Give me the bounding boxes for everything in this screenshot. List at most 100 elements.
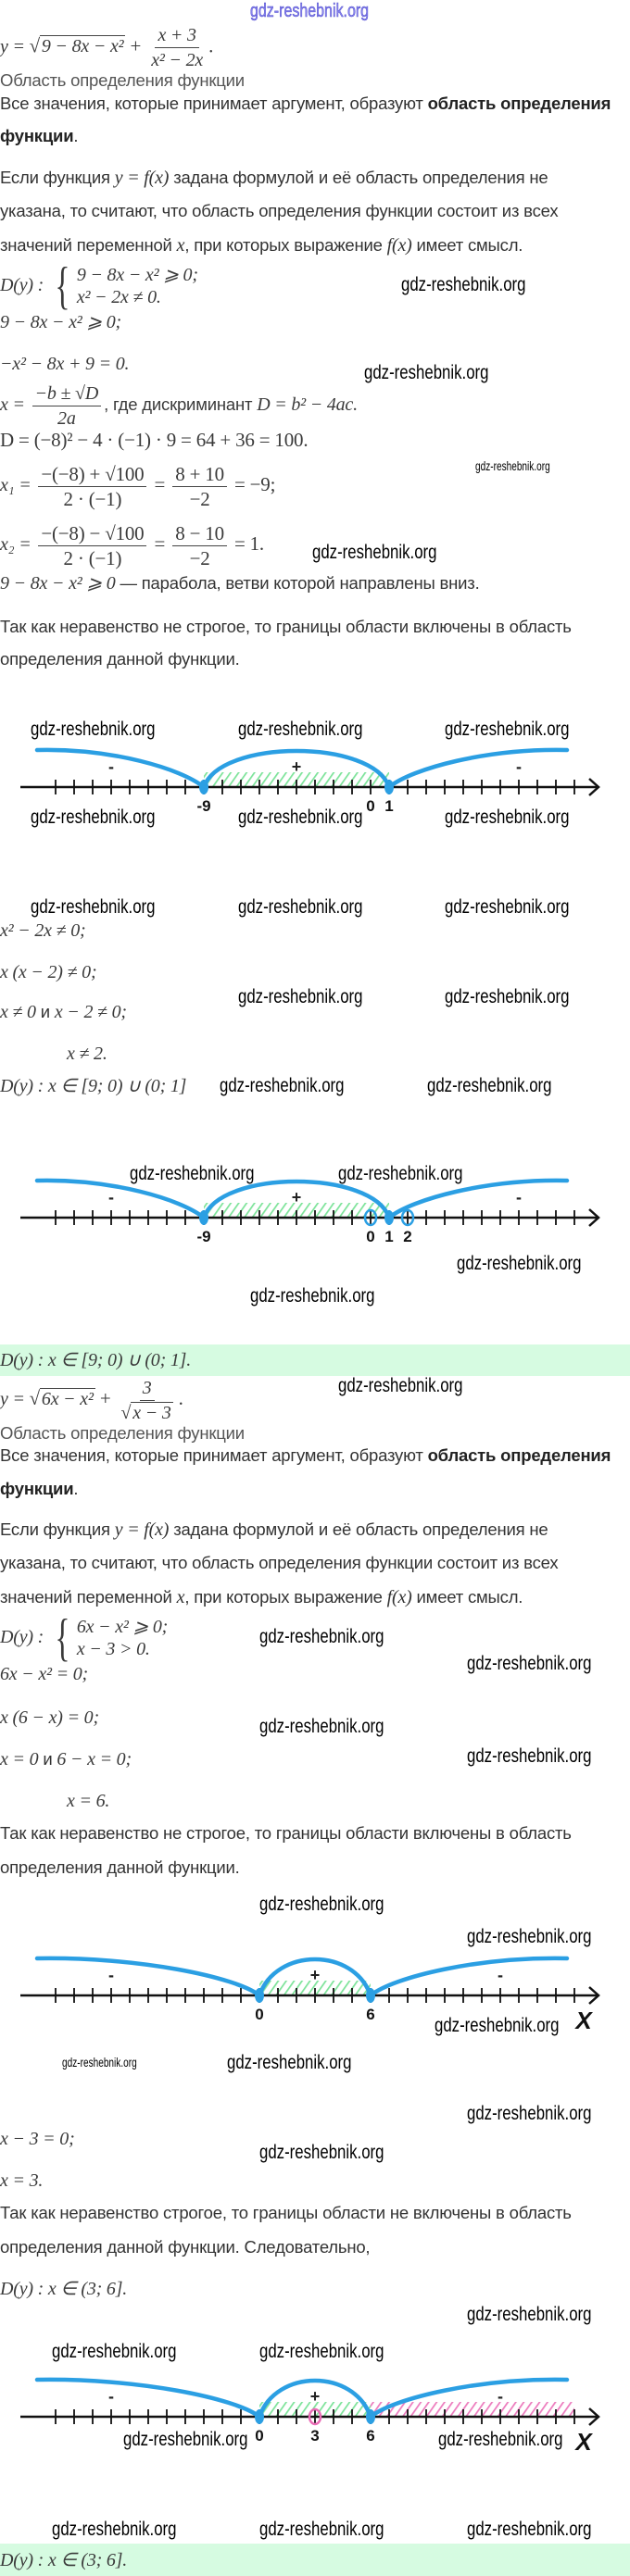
domain-result: D(y) : x ∈ (3; 6]. <box>0 2279 128 2299</box>
watermark: gdz-reshebnik.org <box>259 2341 384 2362</box>
watermark: gdz-reshebnik.org <box>401 274 526 295</box>
math: y = f(x) <box>114 168 170 188</box>
nonstrict-line1: Так как неравенство не строгое, то грани… <box>0 617 572 636</box>
number-line-1: - + - -9 0 1 <box>20 747 600 815</box>
sign-label: - <box>108 1966 114 1984</box>
watermark: gdz-reshebnik.org <box>445 896 570 918</box>
axis-arrow-icon <box>588 1208 600 1227</box>
text: имеет смысл. <box>411 1587 523 1607</box>
parabola-note: 9 − 8x − x² ⩾ 0 — парабола, ветви которо… <box>0 573 480 594</box>
watermark: gdz-reshebnik.org <box>220 1075 345 1096</box>
math: y = f(x) <box>114 1519 170 1540</box>
step: x² − 2x ≠ 0; <box>0 920 86 941</box>
root-x1: x₁ = −(−8) + √100 2 · (−1) = 8 + 10 −2 = −… <box>0 460 276 510</box>
watermark: gdz-reshebnik.org <box>52 2519 177 2540</box>
answer-2: D(y) : x ∈ (3; 6]. <box>0 2550 128 2570</box>
filled-point <box>366 2409 375 2424</box>
step: 6x − x² = 0; <box>0 1664 89 1684</box>
watermark: gdz-reshebnik.org <box>467 1745 592 1767</box>
sign-label: + <box>310 1966 321 1984</box>
plus: + <box>94 1387 116 1409</box>
watermark: gdz-reshebnik.org <box>227 2052 352 2073</box>
radicand: 6x − x² <box>39 1388 95 1409</box>
watermark: gdz-reshebnik.org <box>467 2519 592 2540</box>
radicand: x − 3 <box>131 1401 173 1423</box>
strict-line1: Так как неравенство строгое, то границы … <box>0 2203 572 2222</box>
tick-label: 6 <box>366 2006 374 2023</box>
system-row: 6x − x² ⩾ 0; <box>76 1617 169 1638</box>
watermark: gdz-reshebnik.org <box>250 1285 375 1307</box>
number-line-4: - + - 0 3 6 X <box>20 2377 600 2452</box>
numerator: x + 3 <box>155 25 199 48</box>
sign-label: + <box>292 1188 302 1207</box>
watermark: gdz-reshebnik.org <box>62 2055 137 2070</box>
bold-term: функции <box>0 126 74 145</box>
fn-lhs: y = <box>0 1389 30 1409</box>
math: 9 − 8x − x² ⩾ 0 <box>0 573 116 594</box>
math: f(x) <box>386 235 412 256</box>
math: = −9; <box>229 473 276 495</box>
text: и <box>38 1749 57 1769</box>
bold-term: область определения <box>427 94 611 113</box>
watermark: gdz-reshebnik.org <box>445 807 570 828</box>
filled-point <box>199 780 208 794</box>
p2-function: y = √ 6x − x² + 3 √ x − 3. <box>0 1376 183 1423</box>
text: , при которых выражение <box>184 235 387 255</box>
math: = <box>149 473 170 495</box>
numerator: −(−8) − √100 <box>38 523 147 546</box>
nonstrict-line1: Так как неравенство не строгое, то грани… <box>0 1823 572 1843</box>
root-x2: x₂ = −(−8) − √100 2 · (−1) = 8 − 10 −2 = 1… <box>0 519 264 569</box>
sign-label: + <box>292 757 302 776</box>
sign-label: - <box>516 757 522 776</box>
watermark: gdz-reshebnik.org <box>238 986 363 1007</box>
step: x ≠ 0 и x − 2 ≠ 0; <box>0 1002 127 1022</box>
brace-icon: { <box>55 257 70 316</box>
math: = 1. <box>229 532 264 555</box>
watermark: gdz-reshebnik.org <box>238 896 363 918</box>
denominator: −2 <box>189 487 210 510</box>
bold-term: функции <box>0 1479 74 1498</box>
definition-line1: Все значения, которые принимает аргумент… <box>0 1445 611 1466</box>
math: 6 − x = 0; <box>57 1749 132 1769</box>
step: x = 0 и 6 − x = 0; <box>0 1749 132 1769</box>
rule-line1: Если функция y = f(x) задана формулой и … <box>0 1519 548 1540</box>
bold-term: область определения <box>427 1445 611 1465</box>
math: D = b² − 4ac. <box>257 394 358 415</box>
text: . <box>73 1479 79 1498</box>
sign-curve <box>34 1956 570 1998</box>
denominator: 2a <box>57 407 76 429</box>
text: Если функция <box>0 1519 115 1539</box>
sign-label: - <box>108 2387 114 2406</box>
denominator: −2 <box>189 546 210 569</box>
sign-label: - <box>108 757 114 776</box>
text: задана формулой и её область определения… <box>169 1519 548 1539</box>
tick-label: 0 <box>366 797 374 815</box>
watermark: gdz-reshebnik.org <box>130 1163 255 1184</box>
period: . <box>208 34 214 57</box>
watermark: gdz-reshebnik.org <box>259 1716 384 1737</box>
tick-label: -9 <box>196 1228 210 1245</box>
filled-point <box>255 1988 264 2003</box>
watermark: gdz-reshebnik.org <box>31 896 156 918</box>
filled-point <box>255 2409 264 2424</box>
text: — парабола, ветви которой направлены вни… <box>115 573 480 593</box>
rule-line2: указана, то считают, что область определ… <box>0 1553 559 1572</box>
system-lhs: D(y) : <box>0 275 44 295</box>
sign-label: - <box>108 1188 114 1207</box>
watermark: gdz-reshebnik.org <box>445 986 570 1007</box>
math: x = 0 <box>0 1749 39 1769</box>
sign-curve <box>34 2377 570 2420</box>
open-point <box>363 1208 378 1227</box>
denominator: x² − 2x <box>151 50 204 70</box>
sign-curve <box>34 1178 570 1220</box>
plus: + <box>125 34 146 57</box>
axis-arrow-icon <box>588 778 600 796</box>
math: x = <box>0 394 30 415</box>
math: = <box>149 532 170 555</box>
watermark: gdz-reshebnik.org <box>467 2103 592 2124</box>
p1-system: D(y) : {9 − 8x − x² ⩾ 0; x² − 2x ≠ 0. <box>0 257 198 316</box>
watermark: gdz-reshebnik.org <box>467 1653 592 1674</box>
watermark: gdz-reshebnik.org <box>312 542 437 563</box>
denominator: 2 · (−1) <box>63 487 122 510</box>
watermark: gdz-reshebnik.org <box>364 362 489 383</box>
